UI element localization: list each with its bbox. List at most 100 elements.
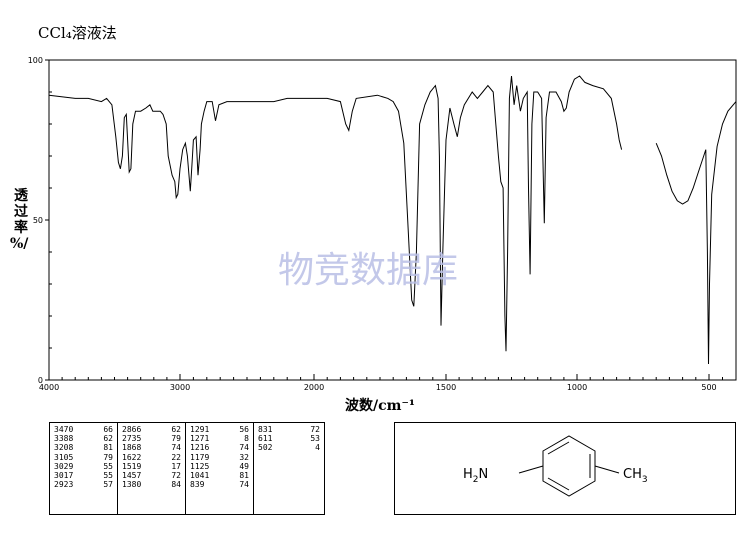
peak-table-row: 3388 62 <box>50 434 117 443</box>
peak-wavenumber: 3017 <box>54 471 74 481</box>
peak-wavenumber: 3029 <box>54 461 74 471</box>
peak-transmittance: 62 <box>103 434 113 444</box>
chart-title: CCl₄溶液法 <box>38 24 117 42</box>
spectrum-curve <box>48 75 737 365</box>
peak-transmittance: 4 <box>315 443 320 453</box>
peak-table-column: 2866 62 2735 79 1868 74 1622 22 1519 17 1457 72 1380… <box>118 423 186 514</box>
peak-table-row: 2866 62 <box>118 425 185 434</box>
peak-transmittance: 81 <box>239 471 249 481</box>
peak-table-row: 1457 72 <box>118 471 185 480</box>
peak-transmittance: 53 <box>310 434 320 444</box>
amine-group-label: H2N <box>463 467 488 485</box>
peak-wavenumber: 1868 <box>122 443 142 453</box>
peak-table-row: 1868 74 <box>118 443 185 452</box>
plot-frame <box>48 59 737 381</box>
y-tick-label: 50 <box>33 216 43 225</box>
peak-table-row: 2923 57 <box>50 480 117 489</box>
peak-table-row: 1622 22 <box>118 453 185 462</box>
atom-symbol: CH <box>623 467 642 482</box>
peak-transmittance: 72 <box>310 425 320 434</box>
peak-table-column: 831 72 611 53 502 4 <box>254 423 324 514</box>
peak-table-row: 3105 79 <box>50 453 117 462</box>
methyl-bond <box>594 465 620 474</box>
peak-transmittance: 79 <box>103 452 113 462</box>
x-tick-label: 1500 <box>436 383 456 392</box>
peak-transmittance: 62 <box>171 425 181 434</box>
peak-table-row: 3029 55 <box>50 462 117 471</box>
peak-wavenumber: 1216 <box>190 443 210 453</box>
peak-wavenumber: 2866 <box>122 425 142 434</box>
peak-transmittance: 57 <box>103 480 113 490</box>
peak-table-row: 3208 81 <box>50 443 117 452</box>
peak-table-row: 611 53 <box>254 434 324 443</box>
peak-wavenumber: 839 <box>190 480 205 490</box>
subscript: 3 <box>642 475 648 485</box>
peak-table-row: 1271 8 <box>186 434 253 443</box>
peak-table-row: 1125 49 <box>186 462 253 471</box>
peak-transmittance: 17 <box>171 461 181 471</box>
axis-ticks: 0 50 100 4000 3000 2000 1500 1000 500 <box>28 56 723 392</box>
peak-transmittance: 74 <box>239 443 249 453</box>
x-tick-label: 2000 <box>304 383 324 392</box>
peak-table-row: 502 4 <box>254 443 324 452</box>
peak-transmittance: 56 <box>239 425 249 434</box>
y-label-char: %/ <box>10 236 29 252</box>
peak-wavenumber: 1179 <box>190 452 210 462</box>
peak-wavenumber: 831 <box>258 425 273 434</box>
y-label-char: 过 <box>14 203 28 220</box>
peak-wavenumber: 1380 <box>122 480 142 490</box>
x-tick-label: 4000 <box>39 383 59 392</box>
peak-transmittance: 74 <box>171 443 181 453</box>
x-tick-label: 3000 <box>170 383 190 392</box>
peak-wavenumber: 3388 <box>54 434 74 444</box>
peak-wavenumber: 2923 <box>54 480 74 490</box>
x-axis-label: 波数/cm⁻¹ <box>345 397 415 414</box>
amine-bond <box>518 465 544 474</box>
peak-wavenumber: 1041 <box>190 471 210 481</box>
peak-transmittance: 72 <box>171 471 181 481</box>
peak-table-row: 1216 74 <box>186 443 253 452</box>
peak-transmittance: 8 <box>244 434 249 444</box>
peak-transmittance: 84 <box>171 480 181 490</box>
ring-double-bond <box>547 441 570 455</box>
peak-wavenumber: 2735 <box>122 434 142 444</box>
peak-transmittance: 74 <box>239 480 249 490</box>
peak-table-row: 839 74 <box>186 480 253 489</box>
peak-wavenumber: 1291 <box>190 425 210 434</box>
peak-wavenumber: 1271 <box>190 434 210 444</box>
y-tick-label: 0 <box>38 376 43 385</box>
atom-symbol: H <box>463 467 473 482</box>
spectrum-segment <box>48 75 623 352</box>
p-toluidine-structure: H2N CH3 <box>463 435 648 497</box>
y-tick-label: 100 <box>28 56 43 65</box>
spectrum-segment <box>655 101 737 365</box>
peak-wavenumber: 1125 <box>190 461 210 471</box>
peak-transmittance: 22 <box>171 452 181 462</box>
peak-table-row: 1291 56 <box>186 425 253 434</box>
peak-transmittance: 49 <box>239 461 249 471</box>
peak-table-column: 3470 66 3388 62 3208 81 3105 79 3029 55 3017 55 2923… <box>50 423 118 514</box>
peak-transmittance: 32 <box>239 452 249 462</box>
peak-wavenumber: 3208 <box>54 443 74 453</box>
methyl-group-label: CH3 <box>623 467 648 485</box>
peak-wavenumber: 502 <box>258 443 273 453</box>
peak-table-row: 3470 66 <box>50 425 117 434</box>
watermark: 物竞数据库 <box>278 250 458 291</box>
peak-wavenumber: 1622 <box>122 452 142 462</box>
structure-panel: H2N CH3 <box>394 422 736 515</box>
peak-wavenumber: 3470 <box>54 425 74 434</box>
x-tick-label: 500 <box>701 383 716 392</box>
atom-symbol: N <box>479 467 489 482</box>
peak-table: 3470 66 3388 62 3208 81 3105 79 3029 55 3017 55 2923… <box>49 422 325 515</box>
peak-table-row: 1519 17 <box>118 462 185 471</box>
peak-wavenumber: 3105 <box>54 452 74 462</box>
benzene-ring <box>542 435 596 497</box>
peak-table-row: 2735 79 <box>118 434 185 443</box>
peak-table-row: 1041 81 <box>186 471 253 480</box>
peak-transmittance: 81 <box>103 443 113 453</box>
peak-table-row: 1179 32 <box>186 453 253 462</box>
peak-table-row: 1380 84 <box>118 480 185 489</box>
ring-double-bond <box>547 477 570 491</box>
peak-transmittance: 55 <box>103 461 113 471</box>
peak-table-row: 3017 55 <box>50 471 117 480</box>
